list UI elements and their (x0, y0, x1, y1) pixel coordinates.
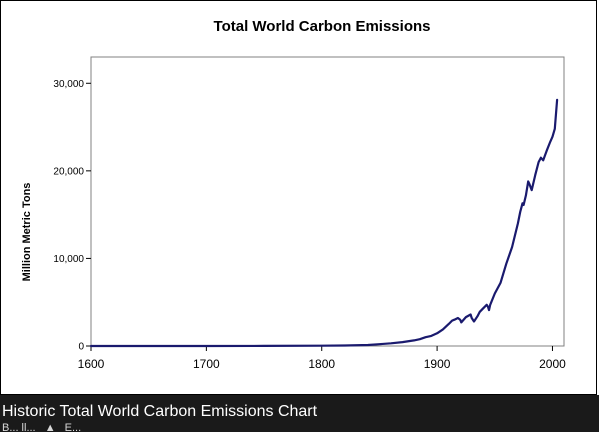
x-tick-label: 1700 (193, 357, 220, 371)
series-group (89, 98, 559, 348)
plot-area (90, 56, 565, 347)
x-tick-label: 1800 (308, 357, 335, 371)
caption-subline: B... ll... ▲ E... (2, 422, 81, 432)
caption-partial-left: B... ll... (2, 422, 36, 432)
x-tick-label: 1900 (424, 357, 451, 371)
person-icon: ▲ (44, 422, 56, 432)
y-tick-label: 10,000 (53, 254, 84, 265)
caption-bar: Historic Total World Carbon Emissions Ch… (0, 395, 599, 432)
carbon-emissions-chart: Total World Carbon Emissions Million Met… (21, 18, 566, 371)
chart-frame: Total World Carbon Emissions Million Met… (0, 0, 597, 395)
y-tick-label: 20,000 (53, 166, 84, 177)
y-tick-label: 0 (78, 342, 84, 353)
caption-title: Historic Total World Carbon Emissions Ch… (2, 403, 318, 420)
y-axis: 0 10,000 20,000 30,000 (53, 79, 91, 353)
y-axis-label: Million Metric Tons (21, 183, 33, 282)
y-tick-label: 30,000 (53, 79, 84, 90)
caption-partial-right: E... (64, 422, 82, 432)
x-tick-label: 1600 (78, 357, 105, 371)
x-tick-label: 2000 (539, 357, 566, 371)
series-line (89, 98, 559, 348)
chart-title: Total World Carbon Emissions (214, 18, 431, 35)
x-axis: 1600 1700 1800 1900 2000 (78, 346, 566, 371)
